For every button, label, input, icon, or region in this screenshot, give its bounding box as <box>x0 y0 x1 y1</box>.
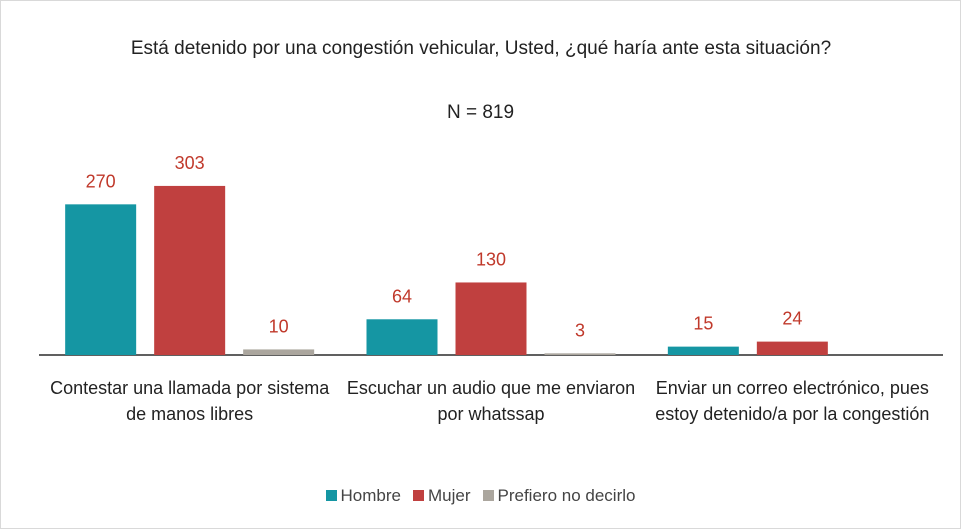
data-label: 270 <box>86 171 116 191</box>
data-label: 15 <box>693 314 713 334</box>
legend-swatch <box>325 490 337 501</box>
legend-item: Hombre <box>325 486 401 506</box>
chart-title: Está detenido por una congestión vehicul… <box>130 38 832 59</box>
data-label: 64 <box>392 286 412 306</box>
data-label: 3 <box>575 320 585 340</box>
x-tick-label: Enviar un correo electrónico, pues estoy… <box>655 378 930 424</box>
x-tick-label: Contestar una llamada por sistema de man… <box>50 378 330 424</box>
bar <box>243 349 315 355</box>
legend-label: Mujer <box>427 486 471 505</box>
bar <box>667 346 739 355</box>
data-label: 303 <box>175 153 205 173</box>
legend: Hombre Mujer Prefiero no decirlo <box>1 486 960 506</box>
legend-swatch <box>482 490 494 501</box>
bar <box>544 353 616 355</box>
data-label: 10 <box>269 316 289 336</box>
bar <box>154 185 226 355</box>
bar <box>455 282 527 355</box>
legend-label: Prefiero no decirlo <box>497 486 636 505</box>
x-tick-label: Escuchar un audio que me enviaron por wh… <box>346 378 636 424</box>
legend-item: Mujer <box>412 486 471 506</box>
chart-subtitle: N = 819 <box>446 102 515 123</box>
legend-swatch <box>412 490 424 501</box>
bar <box>65 204 137 355</box>
data-label: 24 <box>782 309 802 329</box>
legend-item: Prefiero no decirlo <box>482 486 636 506</box>
data-label: 130 <box>476 249 506 269</box>
bar <box>756 341 828 355</box>
bar <box>366 319 438 355</box>
legend-label: Hombre <box>340 486 401 505</box>
